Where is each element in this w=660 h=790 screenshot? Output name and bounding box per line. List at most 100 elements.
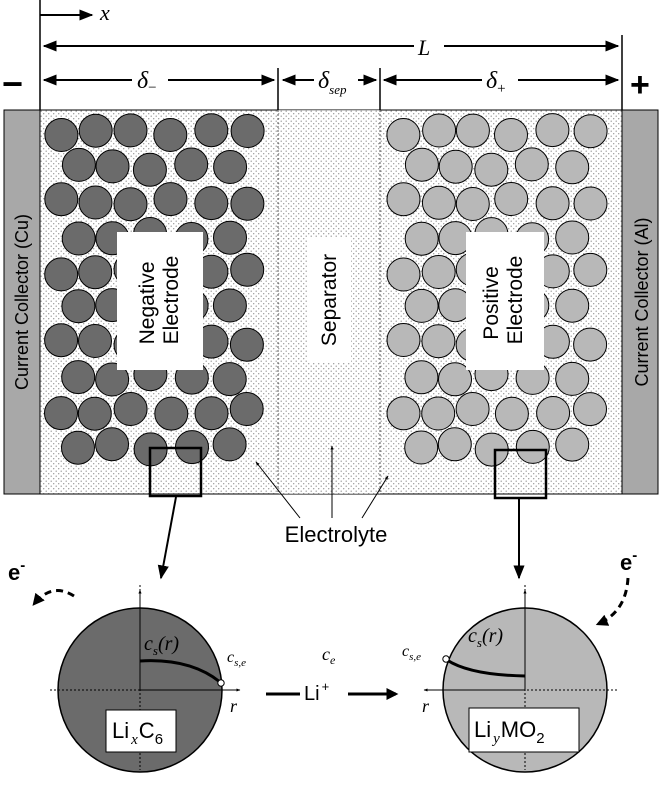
electrode-particle bbox=[438, 362, 472, 397]
delta-sep-label: δsep bbox=[318, 68, 347, 97]
cs-arg-right: (r) bbox=[482, 625, 503, 647]
electrode-particle bbox=[213, 220, 247, 255]
electrode-particle bbox=[61, 360, 96, 395]
delta-pos-label: δ+ bbox=[486, 68, 506, 97]
electrode-particle bbox=[404, 147, 439, 182]
negative-electrode-line1: Negative bbox=[136, 261, 159, 344]
positive-zoom-box bbox=[493, 448, 548, 500]
electrode-particle bbox=[515, 429, 550, 464]
cs-r-label-right: cs(r) bbox=[468, 625, 503, 650]
electrode-particle bbox=[455, 392, 490, 426]
electrode-particle bbox=[77, 396, 112, 431]
electrode-particle bbox=[78, 185, 113, 220]
electrode-particle bbox=[494, 396, 529, 431]
electrode-particle bbox=[212, 427, 247, 462]
electron-right-charge: - bbox=[632, 547, 637, 564]
cse-symbol-right: c bbox=[402, 643, 409, 660]
delta-neg-subscript: − bbox=[148, 80, 156, 96]
delta-neg-label: δ− bbox=[137, 68, 157, 96]
electrode-particle bbox=[95, 427, 129, 462]
electrode-particle bbox=[61, 147, 96, 182]
electrode-particle bbox=[514, 147, 549, 182]
electrode-particle bbox=[404, 360, 439, 395]
electrode-particle bbox=[44, 182, 79, 217]
cs-arg-left: (r) bbox=[158, 633, 179, 655]
negative-electrode-line2: Electrode bbox=[160, 256, 183, 345]
electrode-particle bbox=[555, 220, 590, 255]
electrode-particle bbox=[78, 255, 113, 290]
electrode-particle bbox=[213, 150, 248, 184]
ce-symbol: c bbox=[322, 644, 330, 664]
cs-symbol-left: c bbox=[144, 633, 153, 655]
cse-label-left: cs,e bbox=[227, 649, 246, 669]
electrode-particle bbox=[494, 118, 528, 152]
electrode-particle bbox=[421, 185, 456, 220]
electrode-particle bbox=[194, 396, 229, 431]
cse-sub-right: s,e bbox=[409, 651, 421, 663]
positive-formula: Li yMO2 bbox=[474, 717, 545, 747]
positive-particle-detail: cs(r) cs,e r Li yMO2 bbox=[402, 585, 618, 773]
electrode-particle bbox=[61, 430, 95, 465]
electrode-particle bbox=[230, 114, 265, 148]
electron-right-label: e- bbox=[620, 547, 637, 575]
electrode-particle bbox=[455, 187, 490, 221]
neg-formula-li: Li bbox=[112, 718, 129, 743]
electron-right: e bbox=[620, 550, 632, 575]
electrode-particle bbox=[422, 113, 457, 148]
electrode-particle bbox=[229, 392, 264, 426]
electrode-particle bbox=[535, 186, 570, 221]
positive-electrode-line2: Electrode bbox=[504, 256, 527, 345]
electrode-particle bbox=[421, 396, 456, 431]
pos-formula-2: 2 bbox=[536, 730, 544, 747]
negative-terminal: − bbox=[2, 63, 23, 104]
electrode-particle bbox=[44, 323, 79, 358]
electrode-particle bbox=[95, 362, 130, 397]
li-ion-symbol: Li bbox=[304, 683, 320, 705]
electrode-particle bbox=[386, 396, 421, 431]
positive-terminal: + bbox=[630, 66, 650, 104]
electrode-particle bbox=[555, 288, 590, 323]
cs-sub-right: s bbox=[477, 635, 482, 650]
electrode-particle bbox=[573, 392, 607, 427]
electrode-particle bbox=[421, 255, 456, 289]
electrode-particle bbox=[573, 252, 608, 287]
negative-particle-detail: cs(r) cs,e r Li xC6 bbox=[50, 585, 246, 773]
electrode-particle bbox=[44, 118, 79, 152]
electrode-particle bbox=[153, 182, 188, 217]
cs-sub-left: s bbox=[153, 643, 158, 658]
electrode-particle bbox=[194, 113, 229, 148]
pos-formula-li: Li bbox=[474, 717, 491, 742]
delta-sep-subscript: sep bbox=[329, 82, 347, 97]
dimension-lines: x L δ− δsep δ+ bbox=[39, 0, 623, 110]
electrode-particle bbox=[61, 289, 96, 324]
electrode-particle bbox=[230, 252, 265, 287]
negative-zoom-box bbox=[148, 446, 203, 498]
r-axis-right: r bbox=[422, 696, 430, 716]
collector-left-label: Current Collector (Cu) bbox=[12, 214, 32, 390]
delta-sep-symbol: δ bbox=[318, 68, 330, 94]
electrode-particle bbox=[573, 186, 608, 221]
electrode-particle bbox=[535, 113, 570, 148]
positive-electrode-label: Positive Electrode bbox=[480, 256, 527, 345]
negative-formula: Li xC6 bbox=[112, 718, 163, 748]
neg-formula-c: C bbox=[139, 718, 155, 743]
electrode-particle bbox=[573, 114, 608, 149]
electrode-particle bbox=[174, 147, 209, 182]
electrode-particle bbox=[404, 288, 439, 323]
electrode-particle bbox=[386, 182, 421, 217]
electrode-particle bbox=[437, 427, 472, 462]
electrode-particle bbox=[212, 362, 247, 397]
cse-sub-left: s,e bbox=[234, 657, 246, 669]
delta-neg-symbol: δ bbox=[137, 68, 149, 94]
neg-formula-6: 6 bbox=[155, 731, 163, 748]
length-label: L bbox=[417, 35, 430, 60]
electrode-particle bbox=[212, 288, 247, 323]
cell-body: Current Collector (Cu) Current Collector… bbox=[3, 109, 659, 500]
electrode-particle bbox=[386, 323, 421, 357]
electrode-particle bbox=[536, 396, 571, 430]
positive-particles bbox=[386, 113, 608, 467]
electrode-particle bbox=[113, 113, 148, 148]
ce-label: ce bbox=[322, 644, 336, 667]
cs-r-label-left: cs(r) bbox=[144, 633, 179, 658]
